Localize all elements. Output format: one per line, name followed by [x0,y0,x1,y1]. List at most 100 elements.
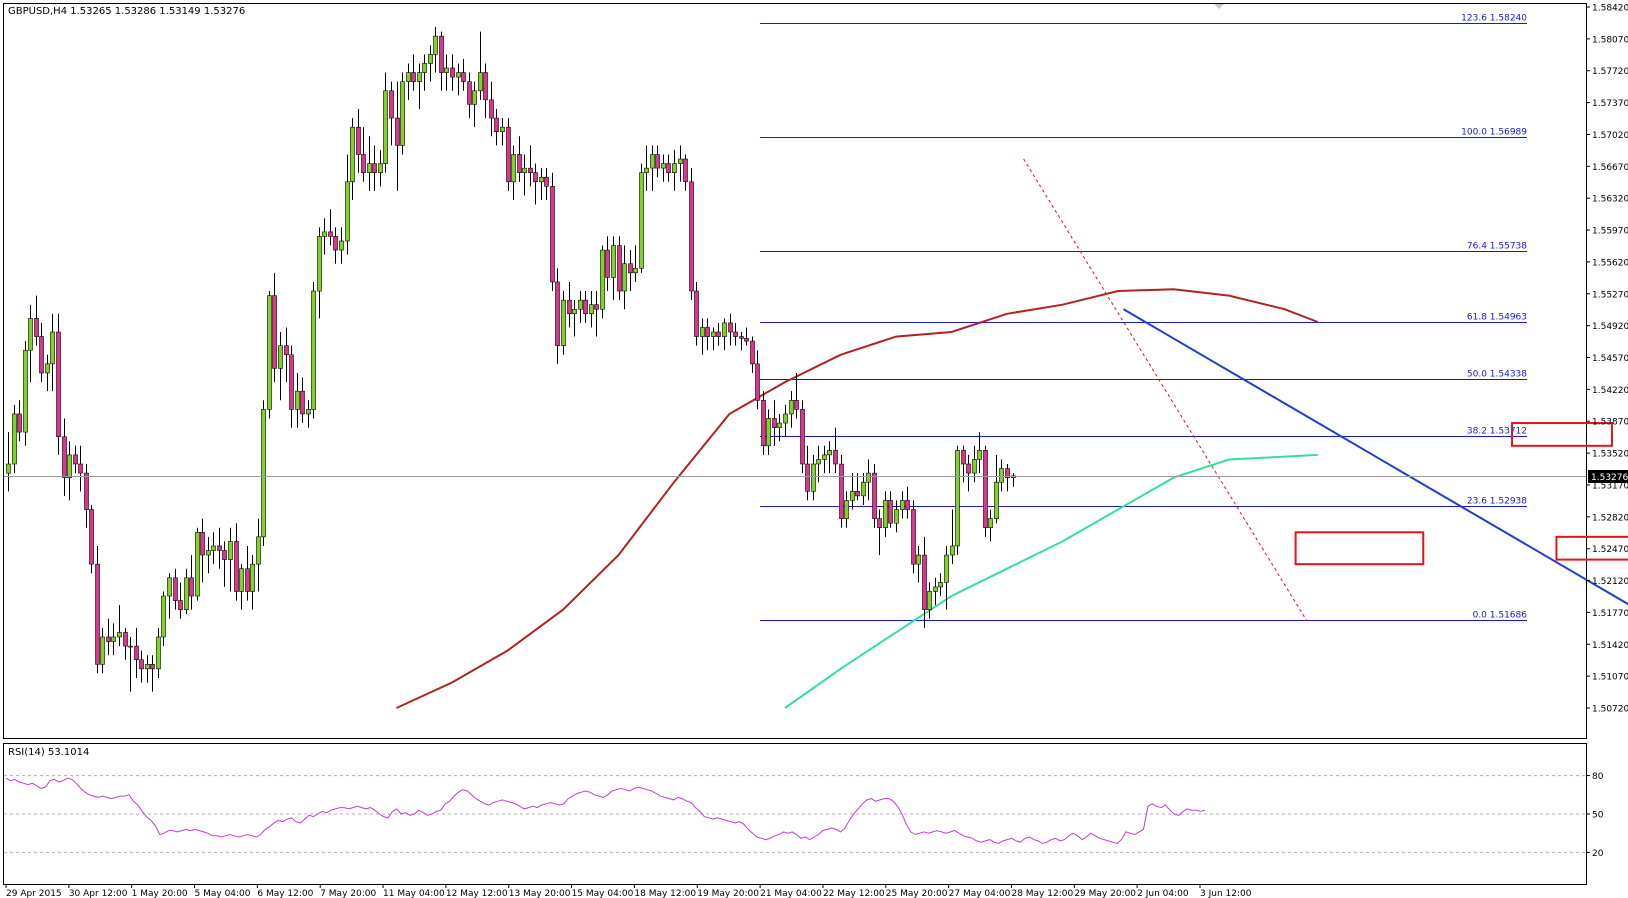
price-tick-label: 1.57720 [1592,67,1628,77]
price-tick-label: 1.55620 [1592,258,1628,268]
candle-body [17,413,22,433]
candle-body [339,240,344,251]
candle-body [67,454,72,478]
scroll-marker-icon[interactable] [1214,4,1224,9]
fib-label-7: 0.0 1.51686 [1473,611,1528,621]
candle-body [322,231,327,237]
candle-body [239,568,244,592]
candle-body [73,454,78,465]
candle [34,295,39,346]
price-tick-label: 1.51420 [1592,641,1628,651]
candle-body [555,281,560,346]
candlesticks [6,27,1016,692]
candle-body [639,172,644,269]
candle-body [23,349,28,433]
candle-body [661,163,666,169]
candle [222,541,227,587]
candle-body [361,154,366,173]
candle [533,163,538,205]
candle-body [84,472,89,510]
candle [45,354,50,392]
rsi-tick-label: 80 [1592,772,1604,782]
candle-body [772,418,777,428]
fib-label-3: 61.8 1.54963 [1467,313,1527,323]
highlight-box-2 [1555,535,1628,561]
candle-body [417,72,422,82]
candle-body [950,545,955,556]
candle [272,272,277,383]
candle-body [761,399,766,447]
candle-body [261,409,266,538]
candle [833,427,838,474]
price-tick-label: 1.54920 [1592,322,1628,332]
candle-body [78,463,83,474]
time-tick-label: 3 Jun 12:00 [1200,889,1252,898]
candle [628,250,633,292]
candle [95,545,100,674]
candle [894,500,899,533]
candle-body [872,472,877,519]
candle-body [517,154,522,173]
candle-body [988,518,993,529]
candle-body [161,595,166,638]
candle-body [789,399,794,415]
candle-body [944,554,949,583]
candle-body [522,167,527,173]
candle-body [478,72,483,92]
candle [228,527,233,592]
candle [139,650,144,683]
candle [855,473,860,501]
candle-body [150,664,155,670]
candle-body [284,345,289,356]
candle [944,545,949,610]
candle-body [633,267,638,274]
candle-body [977,450,982,460]
candle [339,227,344,264]
candle [633,245,638,282]
candle-body [211,545,216,551]
candle [655,145,660,178]
price-tick-label: 1.54570 [1592,354,1628,364]
candle [350,118,355,201]
time-tick-label: 29 May 20:00 [1074,889,1136,898]
time-tick-label: 29 Apr 2015 [6,889,62,898]
candle [433,27,438,73]
candle [322,218,327,255]
candle-body [866,472,871,483]
candle [622,245,627,310]
candle-body [206,550,211,556]
candle-body [572,308,577,315]
candle-body [406,72,411,82]
fib-label-0: 123.6 1.58240 [1461,14,1527,24]
candle-body [494,117,499,133]
time-tick-label: 11 May 04:00 [383,889,445,898]
candle-body [822,454,827,460]
candle-body [134,645,139,661]
fib-anchor-dashed-line [1023,158,1308,621]
candle-body [888,500,893,524]
candle [106,618,111,656]
candle [67,441,72,501]
candle [217,527,222,569]
candle [750,336,755,373]
candle-body [28,318,33,351]
time-tick-label: 19 May 20:00 [697,889,759,898]
candle [278,332,283,401]
candle-body [433,35,438,55]
time-tick-label: 13 May 20:00 [509,889,571,898]
candle-body [306,409,311,415]
candle [261,400,266,546]
candle [666,154,671,182]
candle-body [245,568,250,592]
candle [395,81,400,191]
candle-body [278,345,283,369]
candle [872,464,877,528]
candle [927,582,932,619]
candle [361,127,366,182]
candle [711,327,716,351]
candle [877,509,882,556]
candle [550,172,555,292]
candle [23,341,28,446]
candle-body [461,72,466,82]
